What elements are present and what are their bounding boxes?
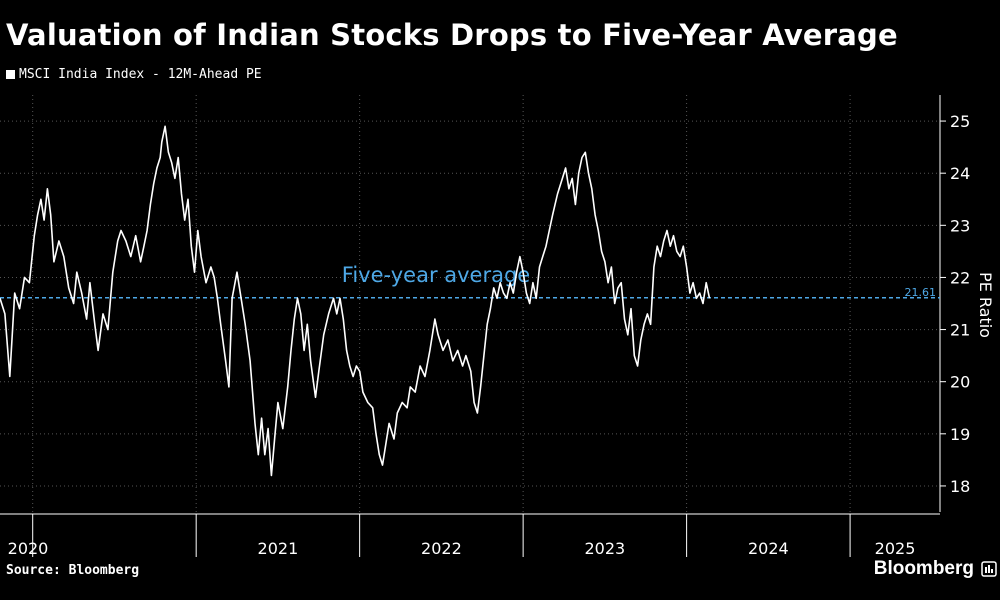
y-tick-label: 22 — [950, 268, 970, 287]
legend-swatch — [6, 70, 15, 79]
legend: MSCI India Index - 12M-Ahead PE — [6, 67, 262, 82]
y-tick-label: 18 — [950, 477, 970, 496]
average-value-label: 21.61 — [905, 286, 937, 299]
y-tick-label: 25 — [950, 112, 970, 131]
y-tick-label: 19 — [950, 425, 970, 444]
series-line — [0, 125, 711, 477]
x-tick-label: 2024 — [748, 539, 789, 558]
x-tick-label: 2022 — [421, 539, 462, 558]
bloomberg-terminal-icon — [981, 561, 997, 577]
y-tick-label: 24 — [950, 164, 970, 183]
brand-logo: Bloomberg — [873, 558, 974, 579]
legend-label: MSCI India Index - 12M-Ahead PE — [19, 67, 262, 82]
x-tick-label: 2023 — [585, 539, 626, 558]
x-tick-label: 2020 — [8, 539, 49, 558]
chart-title: Valuation of Indian Stocks Drops to Five… — [6, 18, 898, 52]
y-tick-label: 21 — [950, 321, 970, 340]
average-label: Five-year average — [342, 263, 530, 287]
y-tick-label: 20 — [950, 373, 970, 392]
x-tick-label: 2025 — [875, 539, 916, 558]
y-tick-label: 23 — [950, 216, 970, 235]
y-axis-label: PE Ratio — [976, 272, 995, 338]
source-note: Source: Bloomberg — [6, 563, 140, 578]
x-tick-label: 2021 — [258, 539, 299, 558]
